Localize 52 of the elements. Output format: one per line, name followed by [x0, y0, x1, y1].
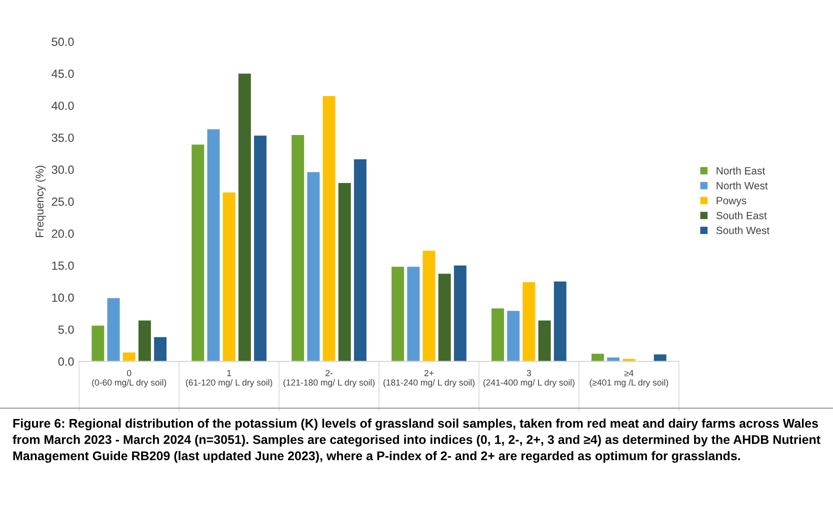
- y-tick-label: 5.0: [58, 325, 74, 334]
- bar: [392, 266, 404, 362]
- bar: [407, 266, 420, 362]
- bar: [607, 358, 620, 362]
- bar: [438, 274, 451, 362]
- legend-label: Powys: [716, 197, 746, 206]
- bar: [354, 159, 366, 362]
- y-tick-label: 15.0: [52, 261, 74, 270]
- bar: [538, 320, 551, 362]
- bar: [322, 96, 336, 362]
- bar: [554, 281, 566, 362]
- y-tick-label: 0.0: [58, 357, 74, 366]
- x-tick-label: 2- (121-180 mg/ L dry soil): [284, 370, 375, 388]
- y-tick-label: 20.0: [52, 230, 74, 238]
- y-tick-label: 45.0: [52, 70, 74, 78]
- bar: [207, 129, 220, 362]
- bar: [338, 182, 351, 362]
- bar: [107, 298, 120, 362]
- bar: [507, 310, 520, 362]
- x-tick-label: 1 (61-120 mg/ L dry soil): [186, 370, 272, 388]
- bar: [222, 192, 236, 362]
- bar: [192, 144, 204, 362]
- y-tick-label: 35.0: [52, 134, 74, 142]
- x-tick-label: 2+ (181-240 mg/ L dry soil): [384, 370, 474, 388]
- legend-label: South East: [716, 212, 767, 220]
- y-tick-label: 50.0: [52, 38, 74, 46]
- y-tick-label: 25.0: [52, 198, 74, 206]
- bar: [454, 265, 466, 362]
- bar: [492, 308, 504, 362]
- y-tick-label: 30.0: [52, 166, 74, 174]
- bar: [122, 352, 136, 362]
- bar: [292, 134, 304, 362]
- legend-label: North East: [716, 166, 766, 174]
- bar: [591, 354, 604, 362]
- bar: [238, 74, 251, 362]
- bar: [254, 136, 266, 362]
- y-tick-label: 10.0: [52, 293, 74, 302]
- bar: [522, 282, 536, 362]
- x-tick-label: 3 (241-400 mg/ L dry soil): [483, 370, 574, 388]
- bar: [422, 250, 436, 362]
- y-axis-title: Frequency (%): [35, 166, 46, 238]
- legend-label: North West: [716, 182, 768, 190]
- bar: [307, 172, 320, 362]
- bar: [654, 354, 666, 362]
- x-tick-label: 0 (0-60 mg/L dry soil): [92, 370, 166, 388]
- y-tick-label: 40.0: [52, 102, 74, 110]
- caption: Figure 6: Regional distribution of the potassium (K) levels of grassland soil samples, taken from red meat and dairy farms across Wales from March 2023 - March 2024 (n=3051). Samples are categorised into indices (0, 1, 2-, 2+, 3 and ≥4) as determined by the AHDB Nutrient Management Guide RB209 (last updated June 2023), where a P-index of 2- and 2+ are regarded as optimum for grasslands.: [12, 418, 820, 463]
- x-tick-label: ≥4 (≥401 mg /L dry soil): [590, 370, 668, 388]
- bar: [138, 320, 151, 362]
- legend-label: South West: [716, 226, 770, 234]
- bar: [154, 337, 167, 362]
- bar: [92, 326, 104, 362]
